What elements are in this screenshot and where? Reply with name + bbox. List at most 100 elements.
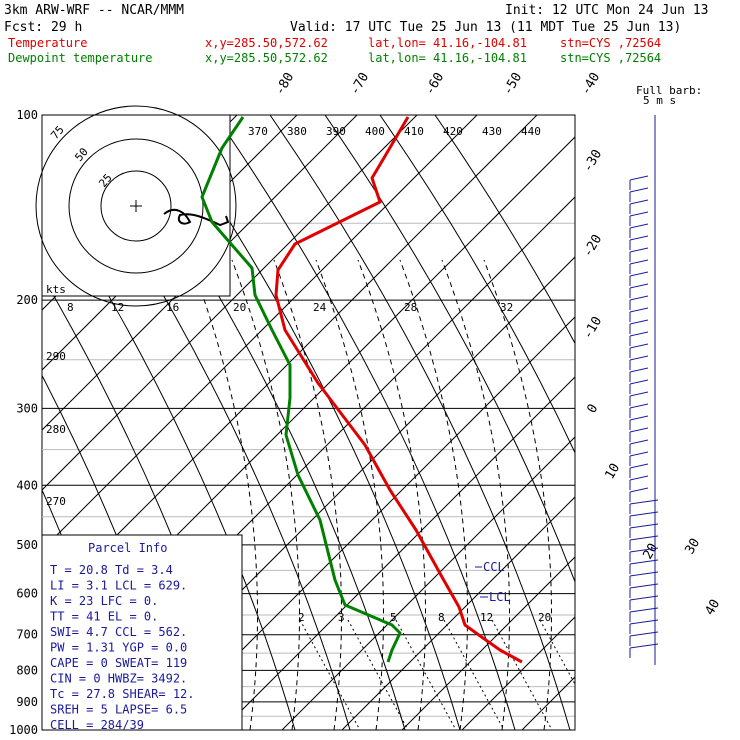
barb <box>629 391 649 397</box>
barb <box>629 427 649 433</box>
isotherm <box>161 316 575 730</box>
barb <box>629 523 659 529</box>
parcel-row: SREH = 5 LAPSE= 6.5 <box>50 703 187 717</box>
temp-xy: x,y=285.50,572.62 <box>205 36 328 50</box>
theta-label: 420 <box>443 125 463 138</box>
hodo-speed-label: 16 <box>166 301 179 314</box>
isotherm <box>221 376 575 730</box>
pressure-label-700: 700 <box>16 628 38 642</box>
temp-latlon: lat,lon= 41.16,-104.81 <box>368 36 527 50</box>
barb <box>629 331 649 337</box>
barb <box>629 511 659 517</box>
parcel-info-title: Parcel Info <box>88 541 167 555</box>
theta-label: 400 <box>365 125 385 138</box>
barb <box>629 271 649 277</box>
isotherm-label: 0 <box>584 402 601 416</box>
barb <box>629 187 649 193</box>
isotherm-label: -20 <box>580 232 605 260</box>
mixing-ratio-line <box>347 619 409 730</box>
barb <box>629 307 649 313</box>
dew-stn: stn=CYS ,72564 <box>560 51 661 65</box>
mixing-ratio-label: 12 <box>480 611 493 624</box>
theta-label-left: 290 <box>46 350 66 363</box>
parcel-row: CIN = 0 HWBZ= 3492. <box>50 672 187 686</box>
theta-label: 380 <box>287 125 307 138</box>
mixing-ratio-label: 8 <box>438 611 445 624</box>
barb <box>629 319 649 325</box>
barb <box>629 631 659 637</box>
moist-adiabat <box>399 259 468 730</box>
barb <box>629 463 649 469</box>
svg-text:CCL: CCL <box>483 560 505 574</box>
barb <box>629 403 649 409</box>
dry-adiabat <box>269 115 571 730</box>
parcel-row: TT = 41 EL = 0. <box>50 610 158 624</box>
moist-adiabat <box>483 259 552 730</box>
pressure-label-500: 500 <box>16 538 38 552</box>
pressure-label-300: 300 <box>16 401 38 415</box>
mixing-ratio-label: 3 <box>338 611 345 624</box>
theta-label: 410 <box>404 125 424 138</box>
isotherm-label: 10 <box>602 461 623 482</box>
moist-adiabat <box>441 259 510 730</box>
ccl-marker: CCL <box>475 560 505 574</box>
theta-label: 390 <box>326 125 346 138</box>
parcel-info: Parcel Info T = 20.8 Td = 3.4 LI = 3.1 LC… <box>41 534 243 732</box>
isotherm-label: 40 <box>702 597 723 618</box>
isotherm-label: -80 <box>272 70 297 98</box>
dry-adiabat <box>434 115 575 345</box>
barb-legend: Full barb: <box>636 84 702 97</box>
mixing-ratio-line <box>539 619 575 686</box>
dew-latlon: lat,lon= 41.16,-104.81 <box>368 51 527 65</box>
barb <box>629 259 649 265</box>
barb <box>629 295 649 301</box>
isotherm <box>582 115 740 730</box>
barb <box>629 619 659 625</box>
temp-legend: Temperature <box>8 36 87 50</box>
barb <box>629 283 649 289</box>
dry-adiabat <box>324 115 575 584</box>
barb <box>629 415 649 421</box>
moist-adiabat <box>315 259 384 730</box>
isotherm-label: -50 <box>500 70 525 98</box>
pressure-label-1000: 1000 <box>9 723 38 737</box>
moist-adiabat <box>357 259 426 730</box>
pressure-label-400: 400 <box>16 478 38 492</box>
hodo-ring-25 <box>100 170 172 242</box>
wind-barbs: Full barb: 5 m s <box>629 84 702 665</box>
moist-adiabat <box>231 259 300 730</box>
theta-label-left: 280 <box>46 423 66 436</box>
theta-label: 440 <box>521 125 541 138</box>
isotherm <box>461 616 575 730</box>
barb <box>629 379 649 385</box>
parcel-row: CELL = 284/39 <box>50 718 144 732</box>
isotherm-label: 30 <box>682 536 703 557</box>
barb <box>629 439 649 445</box>
barb <box>629 571 659 577</box>
dry-adiabat <box>379 115 575 454</box>
temperature-trace <box>274 116 523 664</box>
isotherm-label: -70 <box>347 70 372 98</box>
mixing-ratio-label: 5 <box>390 611 397 624</box>
isotherm <box>42 115 358 431</box>
barb <box>629 247 649 253</box>
isotherm <box>401 556 575 730</box>
moist-adiabat <box>189 259 258 730</box>
dewpoint-trace <box>200 116 402 663</box>
barb <box>629 607 659 613</box>
isotherm <box>281 436 575 730</box>
isotherm <box>42 115 538 611</box>
isotherm-label: -10 <box>580 314 605 342</box>
theta-label-left: 270 <box>46 495 66 508</box>
mixing-ratio-line <box>443 619 505 730</box>
hodo-speed-label: 20 <box>233 301 246 314</box>
barb <box>629 199 649 205</box>
hodo-speed-label: 24 <box>313 301 327 314</box>
barb <box>629 175 649 181</box>
barb <box>629 475 649 481</box>
theta-label: 430 <box>482 125 502 138</box>
barb <box>629 643 659 649</box>
mixing-ratio-label: 20 <box>538 611 551 624</box>
barb <box>629 343 649 349</box>
mixing-ratio-line <box>491 619 553 730</box>
